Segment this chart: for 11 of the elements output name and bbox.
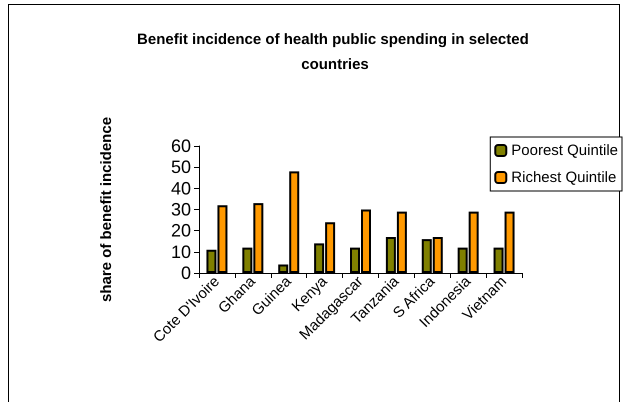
- y-axis-title: share of benefit incidence: [98, 116, 115, 302]
- y-tick-label: 50: [170, 157, 191, 178]
- chart-title: Benefit incidence of health public spending in selected countries: [137, 31, 533, 73]
- y-tick-label: 10: [170, 242, 191, 262]
- y-tick-label: 20: [170, 220, 191, 241]
- y-tick-label: 40: [170, 178, 191, 198]
- legend-label: Richest Quintile: [511, 169, 616, 186]
- y-tick-label: 60: [170, 136, 191, 156]
- y-tick-label: 0: [180, 263, 191, 283]
- y-tick-label: 30: [170, 200, 191, 220]
- legend-label: Poorest Quintile: [511, 142, 618, 159]
